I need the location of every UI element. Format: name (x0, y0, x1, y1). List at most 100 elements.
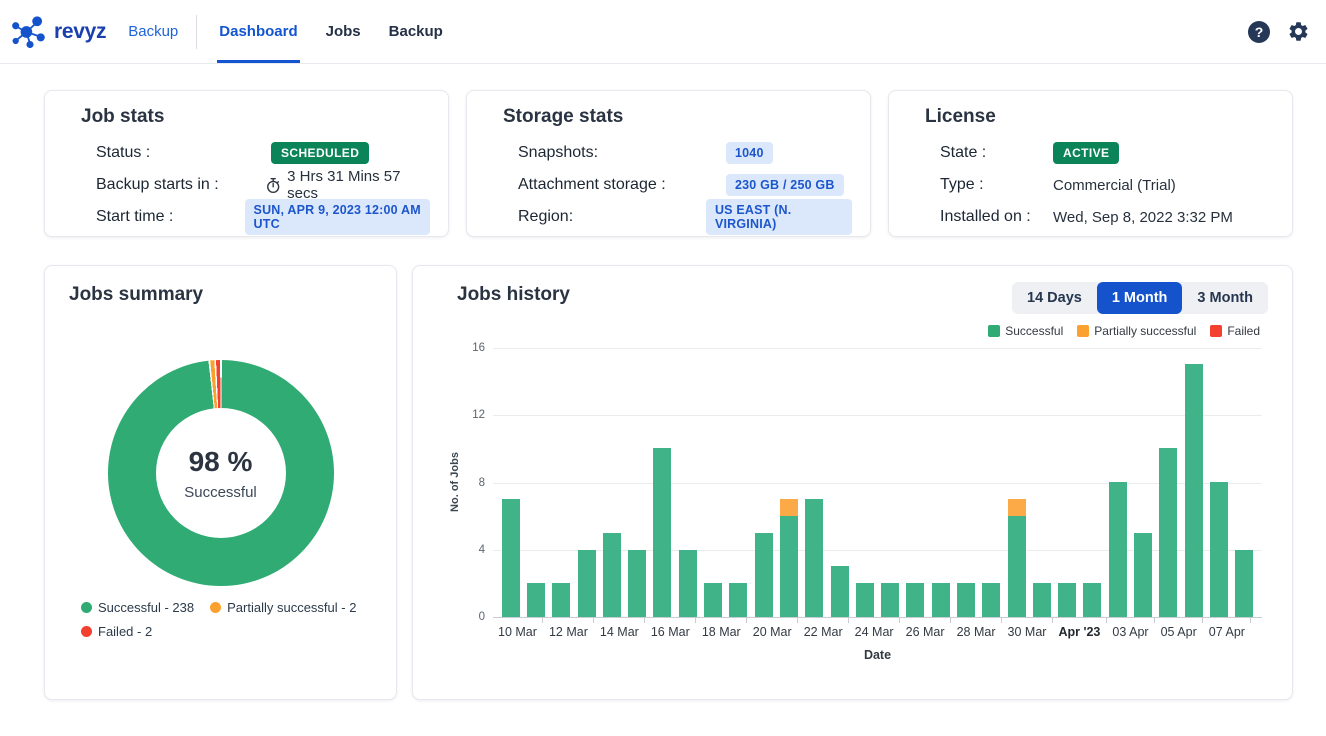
successful-segment (1235, 550, 1253, 618)
bar-slot (1181, 348, 1206, 617)
legend-item-partially-successful: Partially successful (1077, 324, 1196, 338)
range-14-days-button[interactable]: 14 Days (1012, 282, 1097, 314)
successful-segment (881, 583, 899, 617)
successful-segment (603, 533, 621, 617)
bar-21-mar (780, 499, 798, 617)
bar-14-mar (603, 533, 621, 617)
region-badge: US EAST (N. VIRGINIA) (706, 199, 852, 235)
successful-segment (628, 550, 646, 618)
successful-segment (578, 550, 596, 618)
successful-segment (982, 583, 1000, 617)
bar-12-mar (552, 583, 570, 617)
x-tick-label: 30 Mar (1008, 625, 1047, 639)
x-axis-slot (588, 618, 600, 639)
tab-jobs[interactable]: Jobs (324, 0, 363, 63)
successful-segment (502, 499, 520, 617)
bar-slot (1004, 348, 1029, 617)
bar-18-mar (704, 583, 722, 617)
main-tabs: Dashboard Jobs Backup (217, 0, 469, 63)
x-axis-slot (1245, 618, 1257, 639)
successful-segment (780, 516, 798, 617)
x-tick-label: 22 Mar (804, 625, 843, 639)
x-tick-label: 20 Mar (753, 625, 792, 639)
jobs-history-chart: No. of Jobs 0481216 10 Mar12 Mar14 Mar16… (437, 348, 1268, 662)
snapshots-label: Snapshots: (518, 144, 726, 162)
tab-dashboard[interactable]: Dashboard (217, 0, 299, 63)
bar-slot (852, 348, 877, 617)
legend-label: Partially successful (1094, 324, 1196, 338)
jobs-summary-card: Jobs summary 98 % Successful Successful … (44, 265, 397, 700)
y-tick-label: 12 (459, 409, 485, 421)
bar-slot (751, 348, 776, 617)
x-axis-slot (995, 618, 1007, 639)
bar-slot (802, 348, 827, 617)
successful-segment (729, 583, 747, 617)
bar-06-apr (1185, 364, 1203, 617)
revyz-logo[interactable]: revyz (12, 15, 106, 49)
successful-square-icon (988, 325, 1000, 337)
bar-slot (624, 348, 649, 617)
bar-15-mar (628, 550, 646, 618)
x-axis-slot (1149, 618, 1161, 639)
x-axis-slot: 16 Mar (651, 618, 690, 639)
x-axis-slot: Apr '23 (1058, 618, 1100, 639)
bar-17-mar (679, 550, 697, 618)
x-axis-slot (843, 618, 855, 639)
failed-dot-icon (81, 626, 92, 637)
tab-backup[interactable]: Backup (387, 0, 445, 63)
x-axis-slot: 14 Mar (600, 618, 639, 639)
bar-24-mar (856, 583, 874, 617)
legend-item-partially-successful: Partially successful - 2 (210, 600, 356, 615)
bar-20-mar (755, 533, 773, 617)
bar-slot (979, 348, 1004, 617)
bar-slot (700, 348, 725, 617)
x-tick-mark (1154, 618, 1155, 623)
bar-01-apr (1058, 583, 1076, 617)
installed-on-value: Wed, Sep 8, 2022 3:32 PM (1053, 209, 1233, 226)
bar-29-mar (982, 583, 1000, 617)
range-3-month-button[interactable]: 3 Month (1182, 282, 1268, 314)
x-tick-mark (1202, 618, 1203, 623)
bar-slot (827, 348, 852, 617)
x-tick-mark (1001, 618, 1002, 623)
donut-center: 98 % Successful (156, 408, 286, 538)
help-icon[interactable]: ? (1248, 21, 1270, 43)
nav-backup-link[interactable]: Backup (128, 23, 178, 40)
settings-gear-icon[interactable] (1287, 20, 1310, 43)
x-axis-slot: 22 Mar (804, 618, 843, 639)
x-axis-slot (741, 618, 753, 639)
x-tick-mark (695, 618, 696, 623)
legend-label: Failed - 2 (98, 624, 152, 639)
x-axis-slot (690, 618, 702, 639)
x-axis-title: Date (493, 648, 1262, 662)
bar-slot (1029, 348, 1054, 617)
x-tick-label: 14 Mar (600, 625, 639, 639)
bar-05-apr (1159, 448, 1177, 617)
status-label: Status : (96, 144, 271, 162)
bar-slot (1232, 348, 1257, 617)
bar-11-mar (527, 583, 545, 617)
successful-segment (932, 583, 950, 617)
bar-27-mar (932, 583, 950, 617)
bar-slot (1130, 348, 1155, 617)
bar-slot (877, 348, 902, 617)
bar-slot (574, 348, 599, 617)
license-type-label: Type : (940, 176, 1053, 194)
y-tick-label: 4 (459, 544, 485, 556)
bar-02-apr (1083, 583, 1101, 617)
x-tick-label: 12 Mar (549, 625, 588, 639)
top-nav: revyz Backup Dashboard Jobs Backup ? (0, 0, 1326, 64)
donut-percent-label: Successful (184, 484, 257, 501)
jobs-history-title: Jobs history (457, 284, 570, 306)
range-1-month-button[interactable]: 1 Month (1097, 282, 1183, 314)
bar-19-mar (729, 583, 747, 617)
bar-slot (549, 348, 574, 617)
bar-slot (1080, 348, 1105, 617)
snapshots-badge: 1040 (726, 142, 773, 164)
installed-on-label: Installed on : (940, 208, 1053, 226)
bar-07-apr (1210, 482, 1228, 617)
x-tick-mark (644, 618, 645, 623)
x-tick-mark (950, 618, 951, 623)
legend-item-successful: Successful (988, 324, 1063, 338)
backup-starts-value: 3 Hrs 31 Mins 57 secs (287, 168, 430, 202)
